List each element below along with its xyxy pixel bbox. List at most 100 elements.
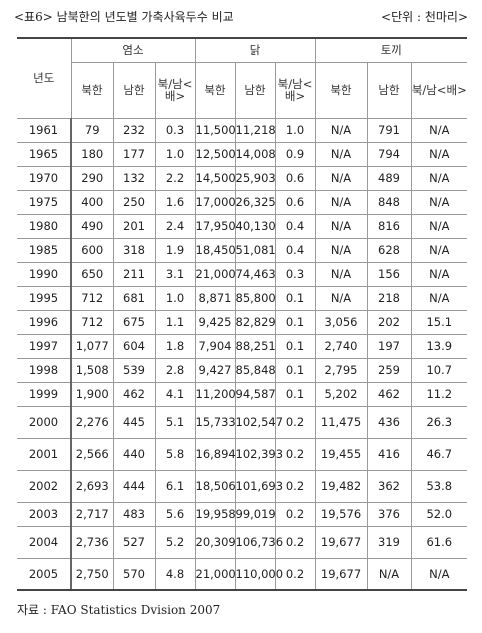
value-cell: 102,393	[234, 437, 283, 471]
source-note: 자료 : FAO Statistics Dvision 2007	[17, 603, 221, 617]
south-header: 남한	[366, 61, 412, 119]
value-cell: 570	[112, 557, 156, 591]
value-cell: 0.2	[274, 557, 316, 591]
value-cell: 88,251	[234, 333, 276, 359]
value-cell: 2,566	[70, 437, 114, 471]
group-header-chicken: 닭	[194, 37, 316, 63]
value-cell: 17,950	[194, 213, 236, 239]
year-cell: 2004	[17, 525, 72, 559]
value-cell: 712	[70, 309, 114, 335]
value-cell: 5,202	[314, 381, 368, 407]
north-header: 북한	[71, 61, 114, 119]
table-row: 1990 650 211 3.1 21,000 74,463 0.3 N/A 156 N/A	[17, 261, 468, 287]
value-cell: 101,693	[234, 469, 283, 503]
value-cell: 5.1	[154, 405, 196, 439]
value-cell: 0.2	[274, 405, 316, 439]
value-cell: 16,894	[194, 437, 236, 471]
table-row: 2000 2,276 445 5.1 15,733 102,547 0.2 11,475 436…	[17, 405, 468, 439]
table-row: 1999 1,900 462 4.1 11,200 94,587 0.1 5,202 462 11…	[17, 381, 468, 407]
unit-label: <단위 : 천마리>	[381, 10, 468, 24]
value-cell: 94,587	[234, 381, 276, 407]
value-cell: 4.8	[154, 557, 196, 591]
value-cell: N/A	[410, 165, 468, 191]
table-row: 1995 712 681 1.0 8,871 85,800 0.1 N/A 218 N/A	[17, 285, 468, 311]
value-cell: 46.7	[410, 437, 468, 471]
table-header: 년도 염소 닭 토끼 북한 남한 북/남<배> 북한 남한 북/남<배> 북한 남한 북/남<배…	[17, 37, 468, 119]
year-cell: 2002	[17, 469, 72, 503]
value-cell: 1.9	[154, 237, 196, 263]
value-cell: 0.1	[274, 309, 316, 335]
value-cell: 14,008	[234, 141, 276, 167]
value-cell: 9,425	[194, 309, 236, 335]
value-cell: 21,000	[194, 557, 236, 591]
value-cell: 2,740	[314, 333, 368, 359]
value-cell: N/A	[410, 237, 468, 263]
value-cell: 17,000	[194, 189, 236, 215]
value-cell: 99,019	[234, 501, 276, 527]
table-row: 1980 490 201 2.4 17,950 40,130 0.4 N/A 816 N/A	[17, 213, 468, 239]
value-cell: 0.4	[274, 237, 316, 263]
value-cell: 21,000	[194, 261, 236, 287]
value-cell: N/A	[314, 189, 368, 215]
value-cell: 2.4	[154, 213, 196, 239]
value-cell: 604	[112, 333, 156, 359]
value-cell: 681	[112, 285, 156, 311]
value-cell: 102,547	[234, 405, 283, 439]
value-cell: 362	[366, 469, 412, 503]
value-cell: N/A	[314, 237, 368, 263]
value-cell: N/A	[366, 557, 412, 591]
value-cell: 816	[366, 213, 412, 239]
value-cell: 25,903	[234, 165, 276, 191]
value-cell: 0.2	[274, 525, 316, 559]
value-cell: 26,325	[234, 189, 276, 215]
value-cell: N/A	[410, 141, 468, 167]
value-cell: 202	[366, 309, 412, 335]
year-cell: 1997	[17, 333, 72, 359]
value-cell: 1.0	[154, 285, 196, 311]
value-cell: 1.0	[274, 117, 316, 143]
value-cell: 19,958	[194, 501, 236, 527]
value-cell: 12,500	[194, 141, 236, 167]
table-row: 1970 290 132 2.2 14,500 25,903 0.6 N/A 489 N/A	[17, 165, 468, 191]
value-cell: 218	[366, 285, 412, 311]
value-cell: 2.8	[154, 357, 196, 383]
value-cell: 40,130	[234, 213, 276, 239]
year-cell: 1975	[17, 189, 72, 215]
value-cell: 6.1	[154, 469, 196, 503]
value-cell: 19,455	[314, 437, 368, 471]
value-cell: 9,427	[194, 357, 236, 383]
value-cell: 11,200	[194, 381, 236, 407]
value-cell: 177	[112, 141, 156, 167]
year-cell: 2005	[17, 557, 72, 591]
value-cell: N/A	[314, 165, 368, 191]
value-cell: 0.9	[274, 141, 316, 167]
value-cell: 2,717	[70, 501, 114, 527]
value-cell: 132	[112, 165, 156, 191]
value-cell: 794	[366, 141, 412, 167]
value-cell: 14,500	[194, 165, 236, 191]
value-cell: 462	[366, 381, 412, 407]
value-cell: 0.1	[274, 357, 316, 383]
value-cell: 436	[366, 405, 412, 439]
year-cell: 1999	[17, 381, 72, 407]
livestock-table: 년도 염소 닭 토끼 북한 남한 북/남<배> 북한 남한 북/남<배> 북한 남한 북/남<배…	[17, 37, 468, 591]
value-cell: 445	[112, 405, 156, 439]
table-row: 2002 2,693 444 6.1 18,506 101,693 0.2 19,482 362…	[17, 469, 468, 503]
value-cell: 19,677	[314, 557, 368, 591]
value-cell: 10.7	[410, 357, 468, 383]
value-cell: 61.6	[410, 525, 468, 559]
value-cell: 11.2	[410, 381, 468, 407]
value-cell: 1,077	[70, 333, 114, 359]
value-cell: N/A	[410, 189, 468, 215]
value-cell: 74,463	[234, 261, 276, 287]
value-cell: 416	[366, 437, 412, 471]
year-header: 년도	[17, 37, 72, 119]
value-cell: 290	[70, 165, 114, 191]
value-cell: 675	[112, 309, 156, 335]
value-cell: 19,576	[314, 501, 368, 527]
value-cell: 18,450	[194, 237, 236, 263]
value-cell: 791	[366, 117, 412, 143]
value-cell: N/A	[314, 141, 368, 167]
table-row: 1997 1,077 604 1.8 7,904 88,251 0.1 2,740 197 13.…	[17, 333, 468, 359]
value-cell: 0.2	[274, 437, 316, 471]
